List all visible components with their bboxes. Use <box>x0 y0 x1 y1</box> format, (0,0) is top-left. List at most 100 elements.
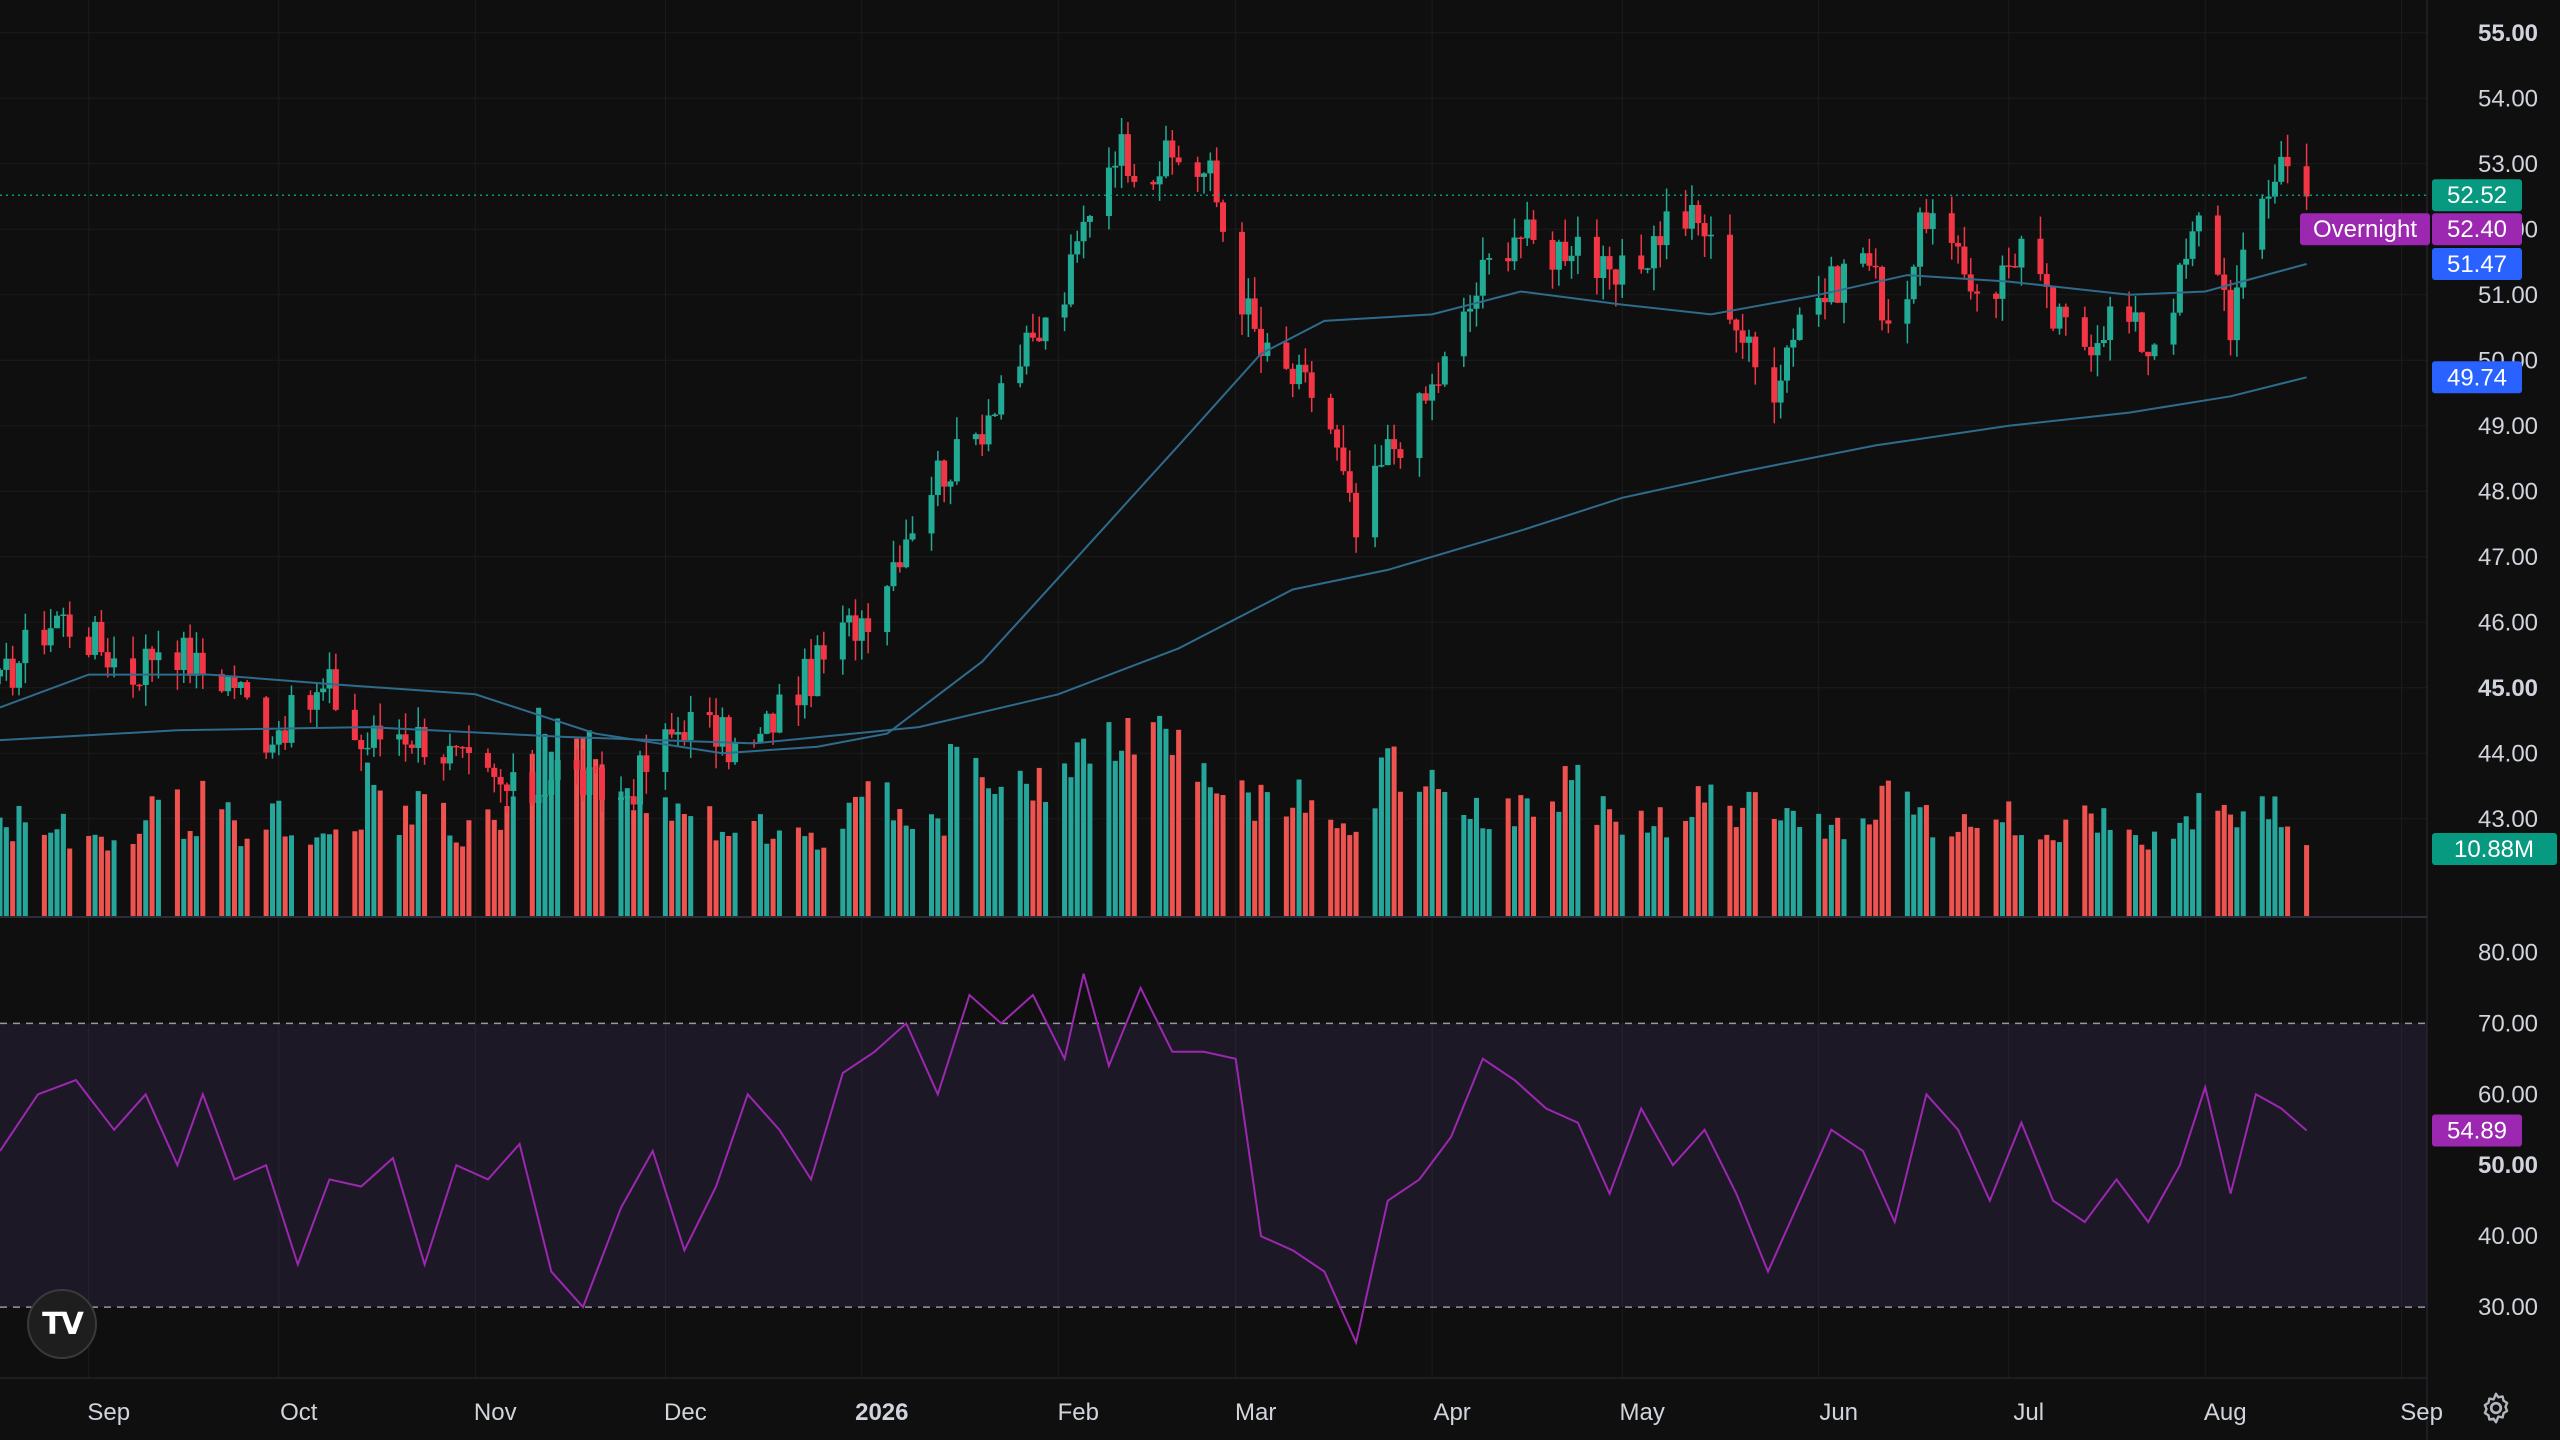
candle-body[interactable] <box>16 663 23 688</box>
candle-body[interactable] <box>440 757 447 764</box>
candle-body[interactable] <box>941 460 948 487</box>
candle-body[interactable] <box>1866 253 1873 266</box>
candle-body[interactable] <box>1530 219 1537 240</box>
candle-body[interactable] <box>174 652 181 671</box>
candle-body[interactable] <box>1948 213 1955 243</box>
candle-body[interactable] <box>326 669 333 689</box>
candle-body[interactable] <box>503 784 510 792</box>
candle-body[interactable] <box>865 618 872 632</box>
candle-body[interactable] <box>1391 439 1398 450</box>
candle-body[interactable] <box>446 745 453 764</box>
candle-body[interactable] <box>2259 198 2266 250</box>
candle-body[interactable] <box>706 711 713 716</box>
candle-body[interactable] <box>820 645 827 660</box>
candle-body[interactable] <box>1384 439 1391 466</box>
candle-body[interactable] <box>1061 304 1068 318</box>
candle-body[interactable] <box>1904 299 1911 324</box>
candle-body[interactable] <box>2227 289 2234 341</box>
candle-body[interactable] <box>2107 306 2114 341</box>
candle-body[interactable] <box>1885 320 1892 324</box>
candle-body[interactable] <box>554 760 561 781</box>
candle-body[interactable] <box>675 732 682 735</box>
candle-body[interactable] <box>2233 287 2240 341</box>
candle-body[interactable] <box>991 414 998 417</box>
candle-body[interactable] <box>402 734 409 745</box>
candle-body[interactable] <box>1239 231 1246 315</box>
candle-body[interactable] <box>180 637 187 671</box>
candle-body[interactable] <box>1429 384 1436 401</box>
candle-body[interactable] <box>846 615 853 623</box>
candle-body[interactable] <box>1967 274 1974 292</box>
candle-body[interactable] <box>757 733 764 743</box>
candle-body[interactable] <box>2240 249 2247 288</box>
candle-body[interactable] <box>1505 258 1512 262</box>
candle-body[interactable] <box>1194 162 1201 177</box>
candle-body[interactable] <box>453 745 460 748</box>
candle-body[interactable] <box>1029 332 1036 338</box>
candle-body[interactable] <box>1752 336 1759 368</box>
candle-body[interactable] <box>2221 274 2228 290</box>
candle-body[interactable] <box>1308 372 1315 398</box>
candle-body[interactable] <box>909 533 916 540</box>
candle-body[interactable] <box>1688 204 1695 229</box>
candle-body[interactable] <box>1771 367 1778 403</box>
candlestick-series[interactable] <box>0 118 2310 826</box>
candle-body[interactable] <box>199 652 206 674</box>
candle-body[interactable] <box>1828 266 1835 303</box>
candle-body[interactable] <box>370 725 377 748</box>
candle-body[interactable] <box>795 694 802 706</box>
candle-body[interactable] <box>465 747 472 754</box>
candle-body[interactable] <box>1207 160 1214 174</box>
candle-body[interactable] <box>1296 364 1303 385</box>
candle-body[interactable] <box>510 772 517 792</box>
candle-body[interactable] <box>852 615 859 641</box>
candle-body[interactable] <box>1879 266 1886 321</box>
candle-body[interactable] <box>364 747 371 750</box>
candle-body[interactable] <box>801 658 808 706</box>
candle-body[interactable] <box>598 767 606 800</box>
gear-icon[interactable] <box>2478 1390 2514 1426</box>
candle-body[interactable] <box>421 726 428 758</box>
candle-body[interactable] <box>54 615 61 629</box>
candle-body[interactable] <box>92 621 99 655</box>
candle-body[interactable] <box>218 673 225 692</box>
candle-body[interactable] <box>130 658 137 685</box>
tradingview-logo[interactable]: TV <box>27 1289 97 1359</box>
candle-body[interactable] <box>637 755 644 805</box>
candle-body[interactable] <box>884 586 891 632</box>
candle-body[interactable] <box>548 780 555 795</box>
candle-body[interactable] <box>1568 255 1575 262</box>
candle-body[interactable] <box>2037 238 2044 275</box>
candle-body[interactable] <box>972 434 979 440</box>
candle-body[interactable] <box>136 684 143 687</box>
candle-body[interactable] <box>681 732 688 740</box>
candle-body[interactable] <box>1150 181 1157 185</box>
candle-body[interactable] <box>1593 236 1600 279</box>
candle-body[interactable] <box>0 669 4 677</box>
candle-body[interactable] <box>2303 166 2310 197</box>
candle-body[interactable] <box>1251 298 1258 329</box>
candle-body[interactable] <box>1200 173 1208 177</box>
candle-body[interactable] <box>1923 212 1930 229</box>
candle-body[interactable] <box>459 746 466 749</box>
candle-body[interactable] <box>2195 215 2202 232</box>
candle-body[interactable] <box>2100 340 2107 344</box>
candle-body[interactable] <box>903 539 910 568</box>
candle-body[interactable] <box>1821 297 1829 303</box>
rsi-line[interactable] <box>0 973 2308 1346</box>
candle-body[interactable] <box>1340 447 1347 472</box>
candle-body[interactable] <box>1682 211 1689 229</box>
candle-body[interactable] <box>1479 259 1486 296</box>
candle-body[interactable] <box>1562 241 1569 262</box>
candle-body[interactable] <box>313 692 320 710</box>
candle-body[interactable] <box>2018 238 2025 268</box>
candle-body[interactable] <box>1993 293 2000 299</box>
candle-body[interactable] <box>2081 317 2088 347</box>
candle-body[interactable] <box>1131 175 1138 182</box>
candle-body[interactable] <box>358 740 365 750</box>
candle-body[interactable] <box>1612 269 1619 285</box>
rsi-series[interactable] <box>0 973 2308 1346</box>
candle-body[interactable] <box>288 695 295 743</box>
candle-body[interactable] <box>244 682 251 698</box>
candle-body[interactable] <box>187 637 194 676</box>
